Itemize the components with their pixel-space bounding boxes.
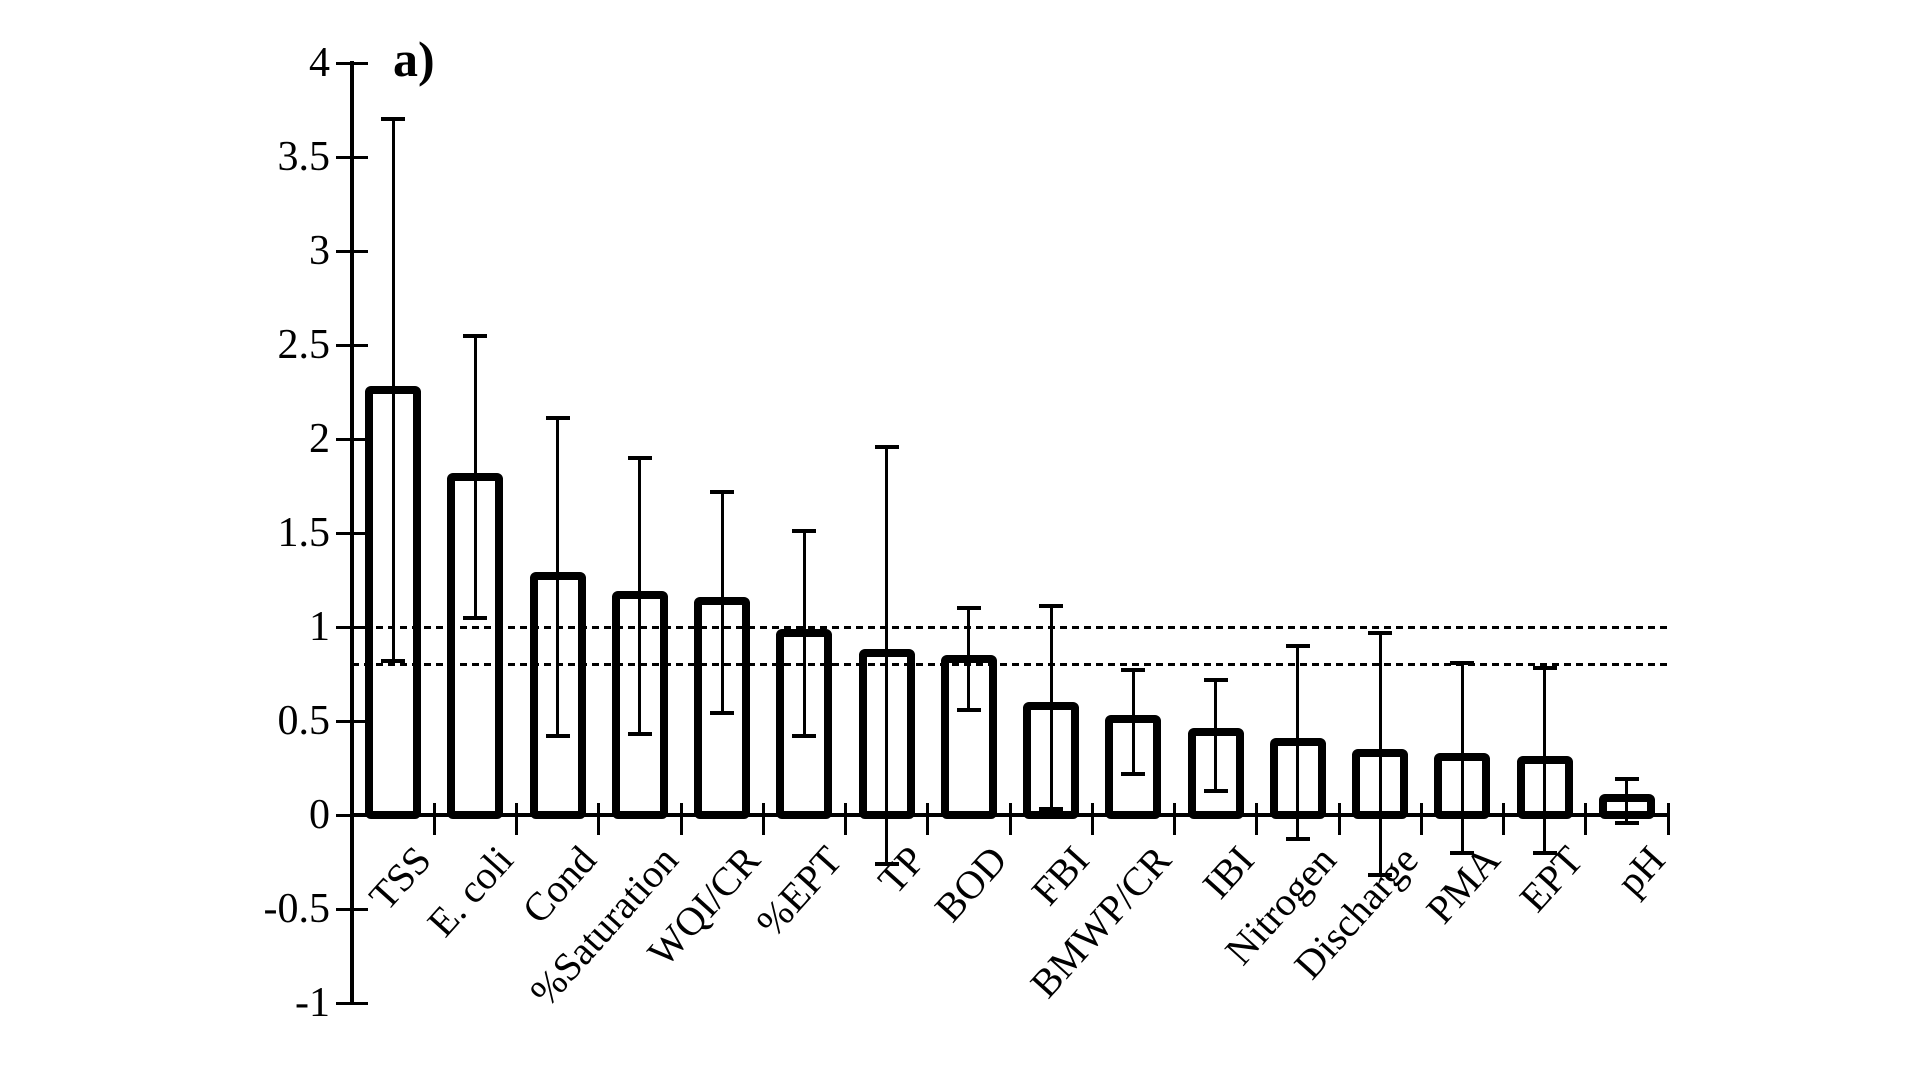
error-bar-cap-bottom <box>1368 873 1393 878</box>
error-bar-cap-bottom <box>1532 850 1557 855</box>
y-tick-label: -1 <box>295 980 330 1026</box>
y-tick-label: 0.5 <box>277 698 331 744</box>
x-tick <box>1008 803 1012 835</box>
error-bar-cap-top <box>1450 660 1475 665</box>
y-tick <box>336 719 368 723</box>
error-bar-cap-bottom <box>381 658 406 663</box>
y-tick-label: 3 <box>309 228 330 274</box>
y-tick-label: 2 <box>309 416 330 462</box>
error-bar-cap-bottom <box>1203 788 1228 793</box>
error-bar-cap-bottom <box>710 711 735 716</box>
y-tick-label: 2.5 <box>277 322 331 368</box>
reference-dashed-line <box>352 625 1668 629</box>
error-bar-line <box>1460 662 1464 853</box>
error-bar-cap-bottom <box>1450 850 1475 855</box>
error-bar-cap-bottom <box>463 615 488 620</box>
y-tick <box>336 813 368 817</box>
error-bar-cap-top <box>874 444 899 449</box>
error-bar-line <box>1378 632 1382 876</box>
error-bar-cap-bottom <box>1121 771 1146 776</box>
y-tick-label: 1 <box>309 604 330 650</box>
error-bar-cap-top <box>1614 777 1639 782</box>
error-bar-cap-top <box>710 489 735 494</box>
error-bar-cap-top <box>1285 643 1310 648</box>
error-bar-cap-top <box>956 606 981 611</box>
error-bar-line <box>1131 670 1135 774</box>
error-bar-line <box>1049 606 1053 810</box>
error-bar-cap-bottom <box>627 732 652 737</box>
error-bar-line <box>391 119 395 661</box>
y-tick-label: 3.5 <box>277 134 331 180</box>
x-tick <box>844 803 847 835</box>
error-bar-cap-top <box>1532 666 1557 671</box>
y-tick-label: -0.5 <box>263 886 331 932</box>
error-bar-cap-top <box>627 455 652 460</box>
error-bar-line <box>1543 668 1547 853</box>
y-tick <box>336 437 368 441</box>
error-bar-line <box>1214 679 1218 791</box>
error-bar-line <box>1625 779 1629 823</box>
x-tick <box>1419 803 1423 835</box>
x-tick <box>1255 803 1259 835</box>
error-bar-cap-bottom <box>956 707 981 712</box>
y-tick <box>336 343 368 347</box>
x-tick <box>679 803 683 835</box>
error-bar-line <box>967 608 971 710</box>
error-bar-cap-top <box>1039 604 1064 609</box>
reference-dashed-line <box>352 663 1668 667</box>
error-bar-cap-bottom <box>1614 820 1639 825</box>
error-bar-cap-bottom <box>545 734 570 739</box>
error-bar-cap-top <box>1368 630 1393 635</box>
error-bar-line <box>802 531 806 737</box>
y-tick <box>336 907 368 911</box>
error-bar-cap-top <box>792 529 817 534</box>
x-tick <box>761 803 765 835</box>
error-bar-cap-bottom <box>792 734 817 739</box>
x-tick <box>1090 803 1094 835</box>
error-bar-line <box>473 335 477 618</box>
y-tick <box>336 155 368 159</box>
error-bar-line <box>1296 645 1300 840</box>
error-bar-cap-bottom <box>1285 837 1310 842</box>
x-tick <box>1584 803 1588 835</box>
y-tick-label: 0 <box>309 792 330 838</box>
x-tick <box>926 803 930 835</box>
x-category-label: TSS <box>360 837 440 919</box>
y-tick <box>336 1001 368 1005</box>
error-bar-cap-top <box>1121 668 1146 673</box>
error-bar-cap-top <box>381 117 406 122</box>
error-bar-line <box>720 491 724 714</box>
error-bar-cap-bottom <box>1039 807 1064 812</box>
y-tick <box>336 249 368 253</box>
y-tick <box>336 61 368 65</box>
x-tick <box>597 803 601 835</box>
y-tick <box>336 531 368 535</box>
x-tick <box>1502 803 1505 835</box>
x-tick <box>432 803 436 835</box>
error-bar-cap-top <box>545 416 570 421</box>
error-bar-cap-top <box>463 333 488 338</box>
y-tick-label: 1.5 <box>277 510 331 556</box>
error-bar-cap-top <box>1203 677 1228 682</box>
error-bar-line <box>638 457 642 735</box>
panel-label: a) <box>393 31 435 87</box>
error-bar-line <box>556 418 560 737</box>
bar <box>940 654 997 819</box>
x-tick <box>1666 803 1670 835</box>
error-bar-cap-bottom <box>874 861 899 866</box>
x-tick <box>1337 803 1341 835</box>
x-tick <box>1173 803 1176 835</box>
x-tick <box>515 803 518 835</box>
y-tick-label: 4 <box>309 40 330 86</box>
error-bar-line <box>885 446 889 864</box>
